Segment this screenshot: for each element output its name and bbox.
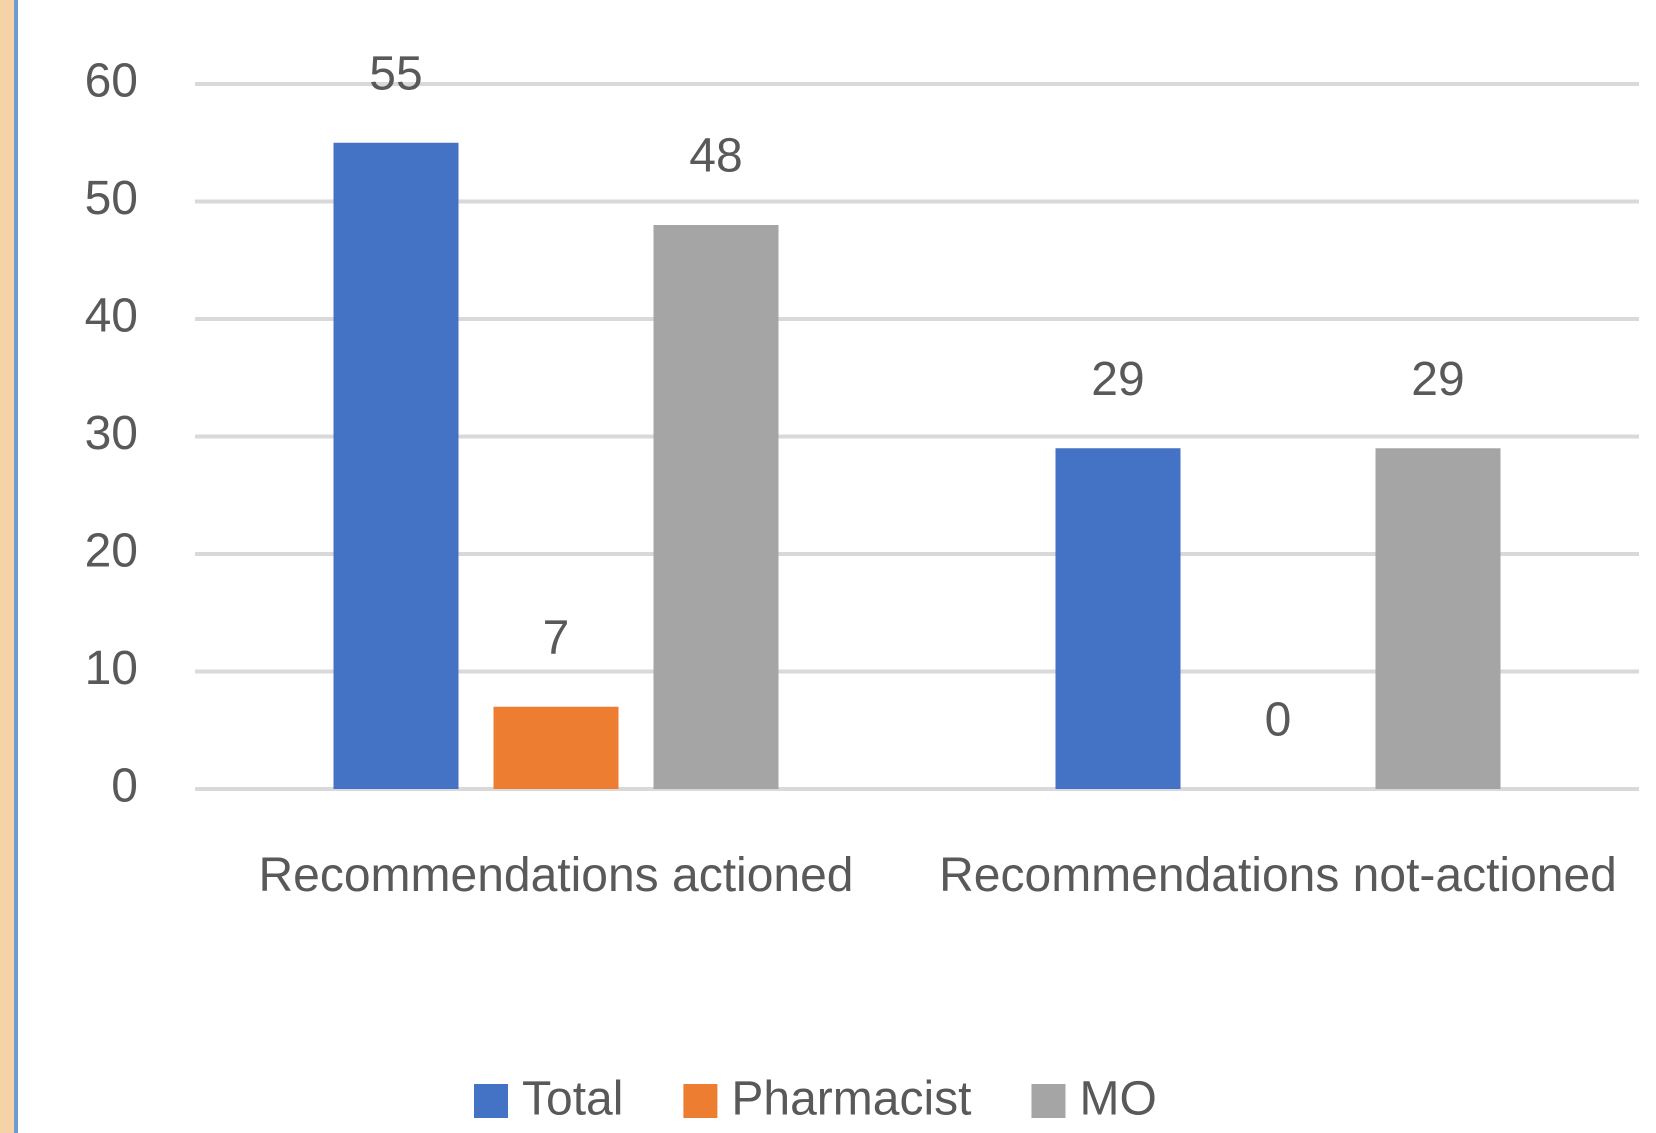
data-label: 0 <box>1265 694 1292 747</box>
data-label: 29 <box>1411 353 1464 406</box>
x-tick-label: Recommendations not-actioned <box>939 849 1617 902</box>
x-tick-label: Recommendations actioned <box>258 849 854 902</box>
legend-swatch <box>474 1084 508 1118</box>
bar <box>1055 448 1181 789</box>
data-label: 29 <box>1091 353 1144 406</box>
y-tick-label: 20 <box>85 525 138 578</box>
bar <box>653 225 779 789</box>
legend-swatch <box>1031 1084 1066 1118</box>
y-tick-label: 60 <box>85 55 138 108</box>
y-tick-label: 30 <box>85 407 138 460</box>
legend-label: MO <box>1079 1073 1156 1126</box>
legend-label: Pharmacist <box>731 1073 971 1126</box>
data-label: 55 <box>369 47 422 100</box>
data-label: 7 <box>543 611 570 664</box>
data-label: 48 <box>689 130 742 183</box>
y-tick-label: 0 <box>111 760 138 813</box>
bar <box>1375 448 1501 789</box>
y-tick-label: 50 <box>85 172 138 225</box>
y-tick-label: 10 <box>85 642 138 695</box>
window-edge <box>0 0 14 1133</box>
y-tick-label: 40 <box>85 290 138 343</box>
legend-label: Total <box>522 1073 623 1126</box>
window-border <box>14 0 18 1133</box>
legend-swatch <box>683 1084 718 1118</box>
bar <box>493 706 619 789</box>
bar <box>333 142 459 789</box>
